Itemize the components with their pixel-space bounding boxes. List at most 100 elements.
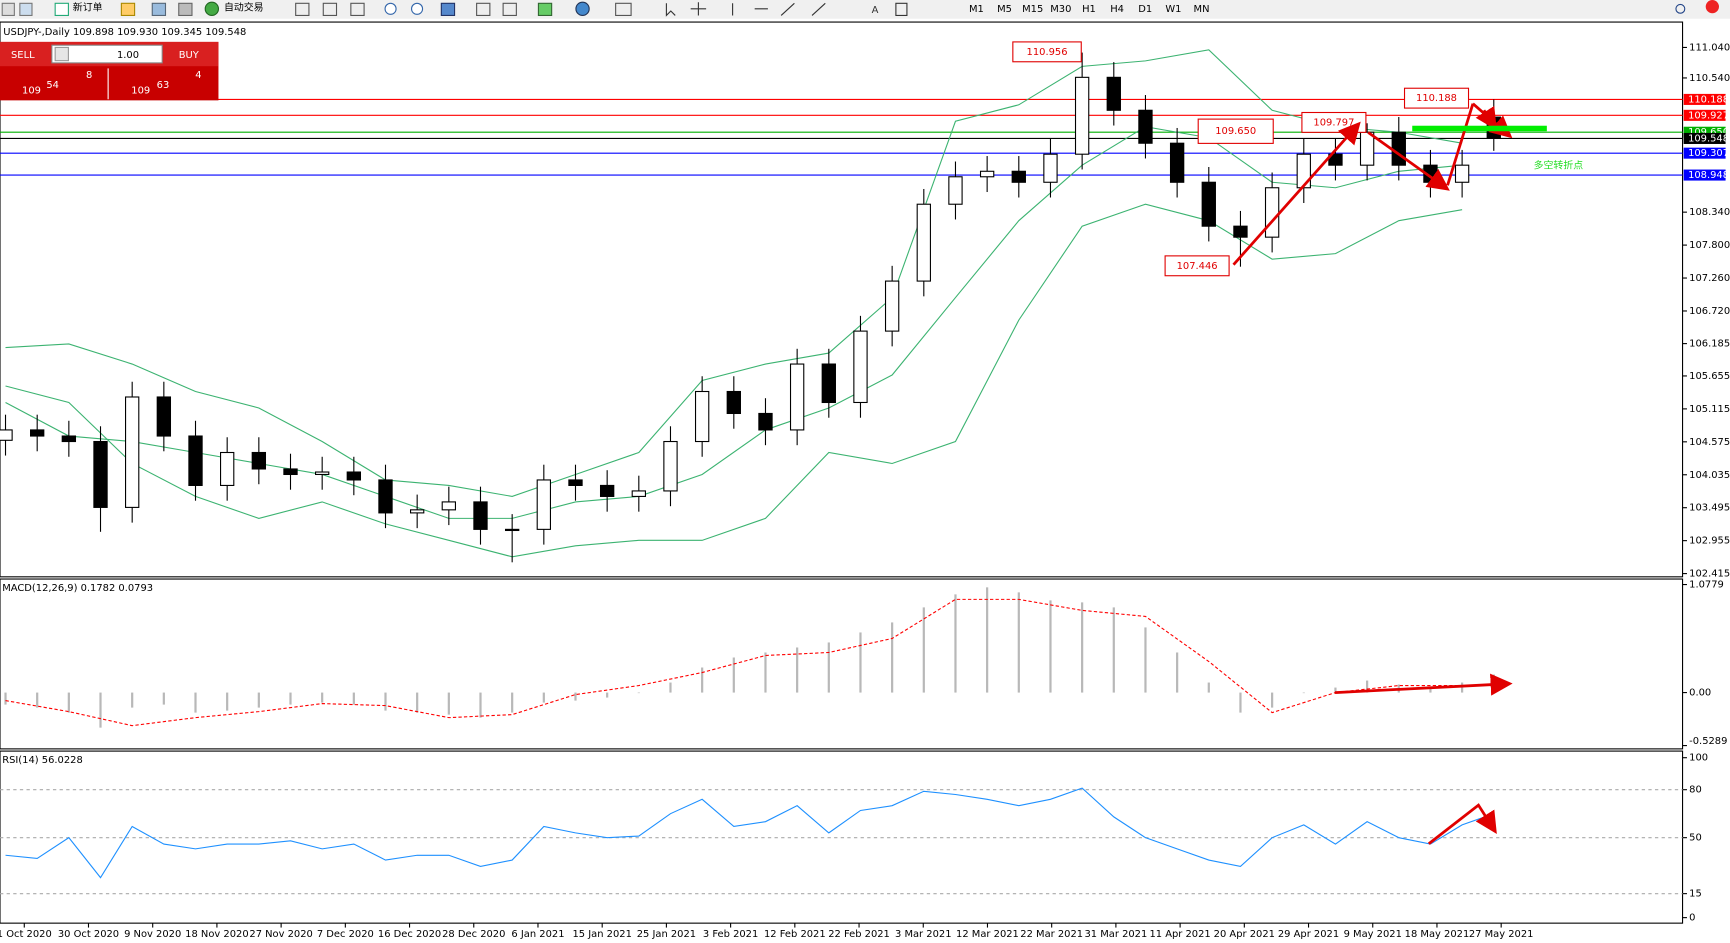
- macd-bar: [162, 692, 165, 705]
- macd-bar: [99, 692, 102, 728]
- macd-bar: [732, 657, 735, 693]
- candle-body: [979, 170, 995, 178]
- y-tick-label: 102.415: [1689, 569, 1730, 580]
- x-tick-label: 31 Mar 2021: [1084, 929, 1147, 940]
- rsi-line: [5, 787, 1494, 879]
- timeframe-button[interactable]: W1: [1165, 4, 1181, 15]
- candle-body: [473, 501, 488, 530]
- candle-body: [789, 363, 805, 431]
- macd-bar: [1081, 602, 1084, 693]
- timeframe-button[interactable]: D1: [1138, 4, 1152, 15]
- volume[interactable]: 1.00: [117, 50, 139, 61]
- x-tick-label: 22 Feb 2021: [828, 929, 890, 940]
- rsi-tick-label: 100: [1689, 753, 1708, 764]
- level-label: 109.650: [1688, 127, 1729, 138]
- timeframe-button[interactable]: MN: [1194, 4, 1210, 15]
- ask-main: 63: [157, 80, 170, 91]
- x-tick-label: 9 Nov 2020: [124, 929, 181, 940]
- arrows: [1232, 102, 1513, 845]
- candle-body: [1264, 187, 1280, 238]
- candle-body: [916, 203, 931, 282]
- level-label-bg: [1683, 147, 1726, 159]
- y-tick-label: 106.185: [1689, 339, 1730, 350]
- macd-bar: [1461, 682, 1464, 693]
- macd-bar: [289, 692, 292, 705]
- x-tick-label: 3 Feb 2021: [703, 929, 758, 940]
- candle-body: [346, 471, 362, 481]
- annotation: 109.650: [1215, 126, 1256, 137]
- macd-bar: [67, 692, 70, 713]
- candle-body: [156, 396, 172, 437]
- candle-body: [884, 280, 900, 332]
- candle-body: [251, 451, 267, 470]
- level-label-bg: [1683, 93, 1726, 105]
- macd-bar: [637, 692, 640, 694]
- macd-signal: [5, 598, 1463, 727]
- y-tick-label: 107.260: [1689, 273, 1730, 284]
- macd-bar: [1144, 627, 1147, 693]
- timeframe-button[interactable]: H4: [1110, 4, 1124, 15]
- chart: 111.040 110.540 108.340 107.800 107.260 106.7…: [0, 41, 1730, 940]
- y-tick-label: 104.575: [1689, 437, 1730, 448]
- x-tick-label: 18 Nov 2020: [185, 929, 248, 940]
- x-tick-label: 12 Feb 2021: [764, 929, 826, 940]
- rsi-tick-label: 0: [1689, 913, 1695, 924]
- y-tick-label: 110.540: [1689, 73, 1730, 84]
- macd-bar: [954, 594, 957, 693]
- y-tick-label: 108.340: [1689, 207, 1730, 218]
- macd-bar: [4, 692, 7, 705]
- pivot-line: [1412, 125, 1547, 132]
- timeframe-button[interactable]: M15: [1022, 4, 1043, 15]
- timeframe-button[interactable]: H1: [1082, 4, 1096, 15]
- macd-bar: [827, 642, 830, 693]
- macd-bar: [352, 692, 355, 705]
- macd-bar: [574, 692, 577, 701]
- macd-bar: [1176, 652, 1179, 693]
- macd-bar: [764, 652, 767, 693]
- y-tick-label: 103.495: [1689, 503, 1730, 514]
- macd-label: MACD(12,26,9) 0.1782 0.0793: [2, 583, 153, 594]
- candle-body: [188, 435, 203, 486]
- timeframe-button[interactable]: M5: [997, 4, 1012, 15]
- annotation: 多空转折点: [1534, 158, 1584, 171]
- macd-bar: [859, 632, 862, 693]
- candle-body: [694, 390, 710, 443]
- level-label: 109.307: [1688, 148, 1729, 159]
- level-label-bg: [1683, 109, 1726, 121]
- annotation: 107.446: [1177, 261, 1218, 272]
- level-label: 110.188: [1688, 94, 1729, 105]
- macd-bar: [226, 692, 229, 711]
- rsi-tick-label: 15: [1689, 889, 1702, 900]
- macd-panel: [0, 578, 1684, 750]
- timeframe-button[interactable]: M1: [969, 4, 984, 15]
- y-tick-label: 105.655: [1689, 371, 1730, 382]
- candle-body: [504, 528, 520, 532]
- macd-bar: [479, 692, 482, 718]
- level-label: 109.548: [1688, 133, 1729, 144]
- candle-body: [61, 435, 77, 443]
- buy-button[interactable]: BUY: [179, 50, 200, 61]
- candle-body: [1296, 153, 1311, 189]
- macd-bar: [986, 587, 989, 693]
- candle-body: [314, 471, 330, 476]
- y-tick-label: 104.035: [1689, 470, 1730, 481]
- level-label: 108.948: [1688, 170, 1729, 181]
- macd-bar: [796, 647, 799, 693]
- y-tick-label: 111.040: [1689, 42, 1730, 53]
- y-tick-label: 105.115: [1689, 404, 1730, 415]
- chart-title: USDJPY-,Daily 109.898 109.930 109.345 10…: [3, 27, 246, 38]
- x-tick-label: 18 May 2021: [1405, 929, 1470, 940]
- candle-body: [93, 440, 108, 508]
- candle-body: [0, 429, 13, 441]
- new-order[interactable]: 新订单: [73, 1, 103, 14]
- x-tick-label: 20 Apr 2021: [1214, 929, 1275, 940]
- annotation-box: [1197, 118, 1274, 144]
- candle-body: [726, 390, 741, 415]
- x-tick-label: 22 Mar 2021: [1020, 929, 1083, 940]
- timeframe-button[interactable]: M30: [1050, 4, 1071, 15]
- candle-body: [125, 396, 140, 508]
- candle-body: [1106, 76, 1121, 111]
- auto-trade[interactable]: 自动交易: [224, 1, 264, 14]
- candle-body: [283, 468, 298, 476]
- sell-button[interactable]: SELL: [11, 50, 35, 61]
